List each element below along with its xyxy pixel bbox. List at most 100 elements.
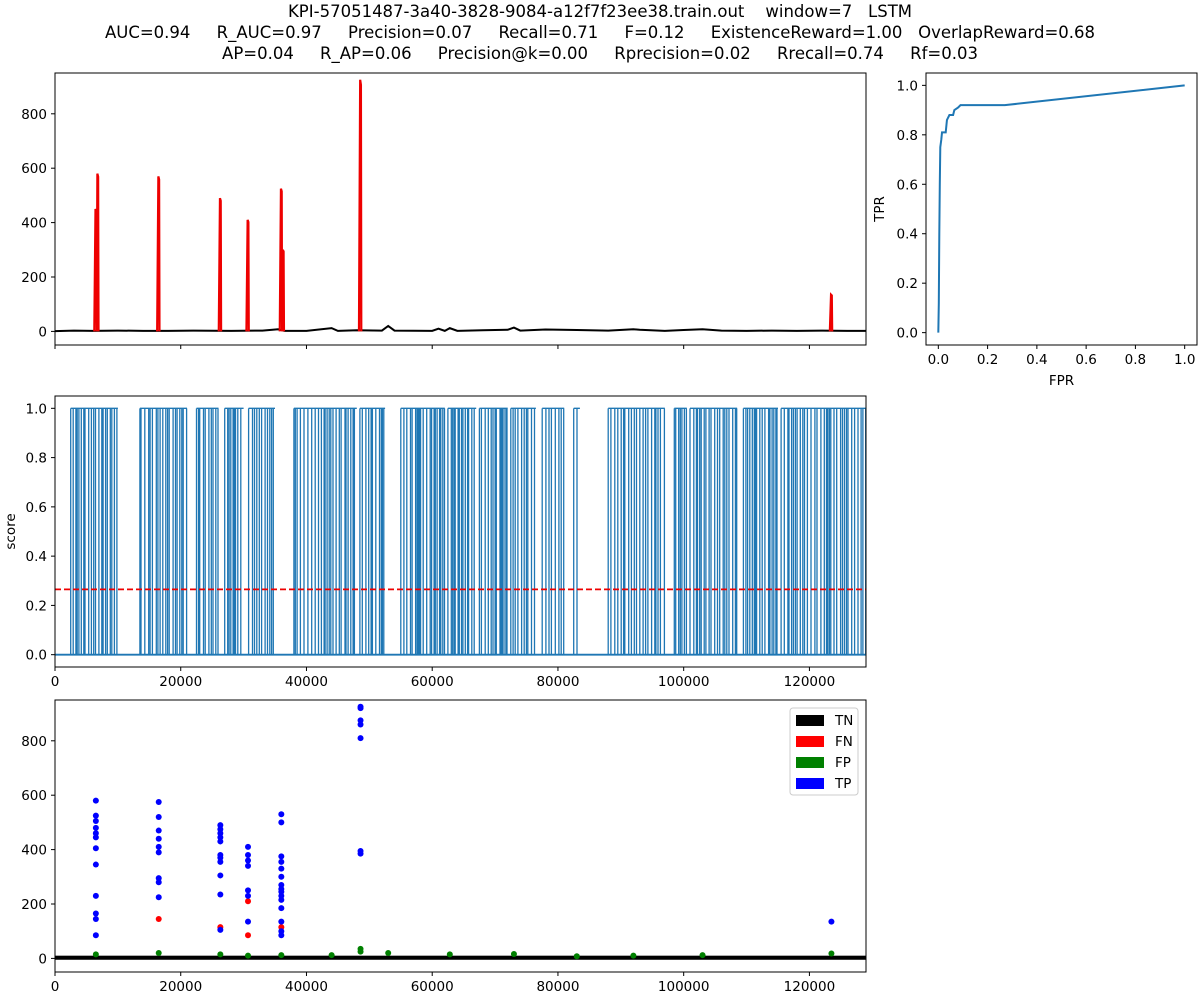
tp-point (245, 892, 252, 899)
score-xtick-label: 60000 (411, 674, 454, 690)
score-burst (573, 407, 580, 655)
classification-xtick-label: 100000 (658, 979, 710, 995)
tp-point (155, 827, 162, 834)
tp-point (217, 858, 224, 865)
classification-xtick-label: 60000 (411, 979, 454, 995)
timeseries-plot (54, 79, 866, 333)
tp-point (278, 811, 285, 818)
tp-point (278, 858, 285, 865)
anomaly-spike (156, 176, 161, 332)
legend-label-tn: TN (834, 713, 853, 729)
score-burst (447, 407, 477, 655)
legend-swatch-tp (796, 778, 824, 789)
timeseries-ytick-label: 600 (21, 161, 47, 177)
roc-ytick-label: 0.8 (897, 128, 918, 144)
score-ylabel: score (3, 513, 19, 549)
roc-ytick-label: 0.0 (897, 326, 918, 342)
fp-point (828, 950, 835, 957)
score-plot (55, 407, 867, 656)
tp-point (92, 812, 99, 819)
legend-swatch-tn (796, 715, 824, 726)
fp-point (573, 953, 580, 960)
tp-point (92, 845, 99, 852)
tp-point (92, 861, 99, 868)
roc-xtick-label: 0.0 (928, 352, 949, 368)
fp-point (92, 951, 99, 958)
roc-ytick-label: 0.4 (897, 227, 918, 243)
tp-point (245, 857, 252, 864)
score-xtick-label: 80000 (536, 674, 579, 690)
score-ytick-label: 0.0 (26, 648, 47, 664)
classification-ytick-label: 0 (38, 951, 47, 967)
score-xtick-label: 0 (51, 674, 60, 690)
roc-xtick-label: 0.8 (1125, 352, 1146, 368)
tp-point (155, 894, 162, 901)
roc-ytick-label: 0.6 (897, 177, 918, 193)
score-xtick-label: 120000 (784, 674, 836, 690)
score-burst (224, 407, 244, 655)
tp-point (217, 891, 224, 898)
tp-point (245, 843, 252, 850)
fp-point (446, 951, 453, 958)
fp-point (155, 949, 162, 956)
classification-frame (54, 699, 867, 973)
score-burst (742, 407, 778, 655)
tp-point (155, 799, 162, 805)
roc-curve (937, 84, 1185, 333)
anomaly-spike (828, 292, 834, 332)
score-burst (689, 407, 738, 655)
fp-point (357, 948, 364, 955)
tp-point (278, 853, 285, 860)
score-burst (478, 407, 508, 655)
tp-point (278, 918, 285, 925)
fp-point (278, 952, 285, 959)
roc-xtick-label: 0.2 (977, 352, 998, 368)
tp-point (278, 819, 285, 826)
tp-point (92, 915, 99, 922)
score-frame (54, 395, 867, 668)
tp-point (217, 926, 224, 933)
score-ytick-label: 0.4 (26, 549, 47, 565)
score-burst (359, 407, 386, 655)
tp-point (278, 896, 285, 903)
tp-point (155, 849, 162, 856)
score-ytick-label: 1.0 (26, 401, 47, 417)
tn-points (55, 955, 866, 960)
fp-point (385, 949, 392, 956)
score-burst (70, 407, 118, 655)
anomaly-spike (217, 197, 223, 332)
score-ytick-label: 0.8 (26, 451, 47, 467)
tp-point (92, 834, 99, 841)
score-burst (139, 407, 188, 655)
tp-point (155, 813, 162, 820)
classification-ytick-label: 600 (21, 788, 47, 804)
classification-ytick-label: 200 (21, 897, 47, 913)
anomaly-spike (245, 219, 250, 332)
classification-xtick-label: 20000 (159, 979, 202, 995)
tp-point (278, 865, 285, 872)
tp-point (92, 932, 99, 939)
tp-point (155, 835, 162, 842)
fp-point (510, 951, 517, 958)
tp-point (278, 905, 285, 912)
roc-ytick-label: 1.0 (897, 78, 918, 94)
tp-point (245, 887, 252, 894)
anomaly-spike (93, 173, 100, 332)
score-xtick-label: 20000 (159, 674, 202, 690)
timeseries-line (54, 324, 866, 333)
fp-point (217, 951, 224, 958)
timeseries-frame (54, 72, 867, 346)
score-burst (400, 407, 446, 655)
tp-point (92, 824, 99, 831)
timeseries-ytick-label: 400 (21, 216, 47, 232)
tp-point (828, 918, 835, 925)
tp-point (357, 850, 364, 857)
title-line-2: AUC=0.94 R_AUC=0.97 Precision=0.07 Recal… (104, 23, 1096, 42)
title-line-1: KPI-57051487-3a40-3828-9084-a12f7f23ee38… (287, 2, 913, 21)
tp-point (217, 838, 224, 845)
score-ytick-label: 0.6 (26, 500, 47, 516)
fn-point (155, 915, 162, 922)
classification-plot (55, 703, 866, 960)
classification-xtick-label: 40000 (285, 979, 328, 995)
classification-xtick-label: 0 (51, 979, 60, 995)
